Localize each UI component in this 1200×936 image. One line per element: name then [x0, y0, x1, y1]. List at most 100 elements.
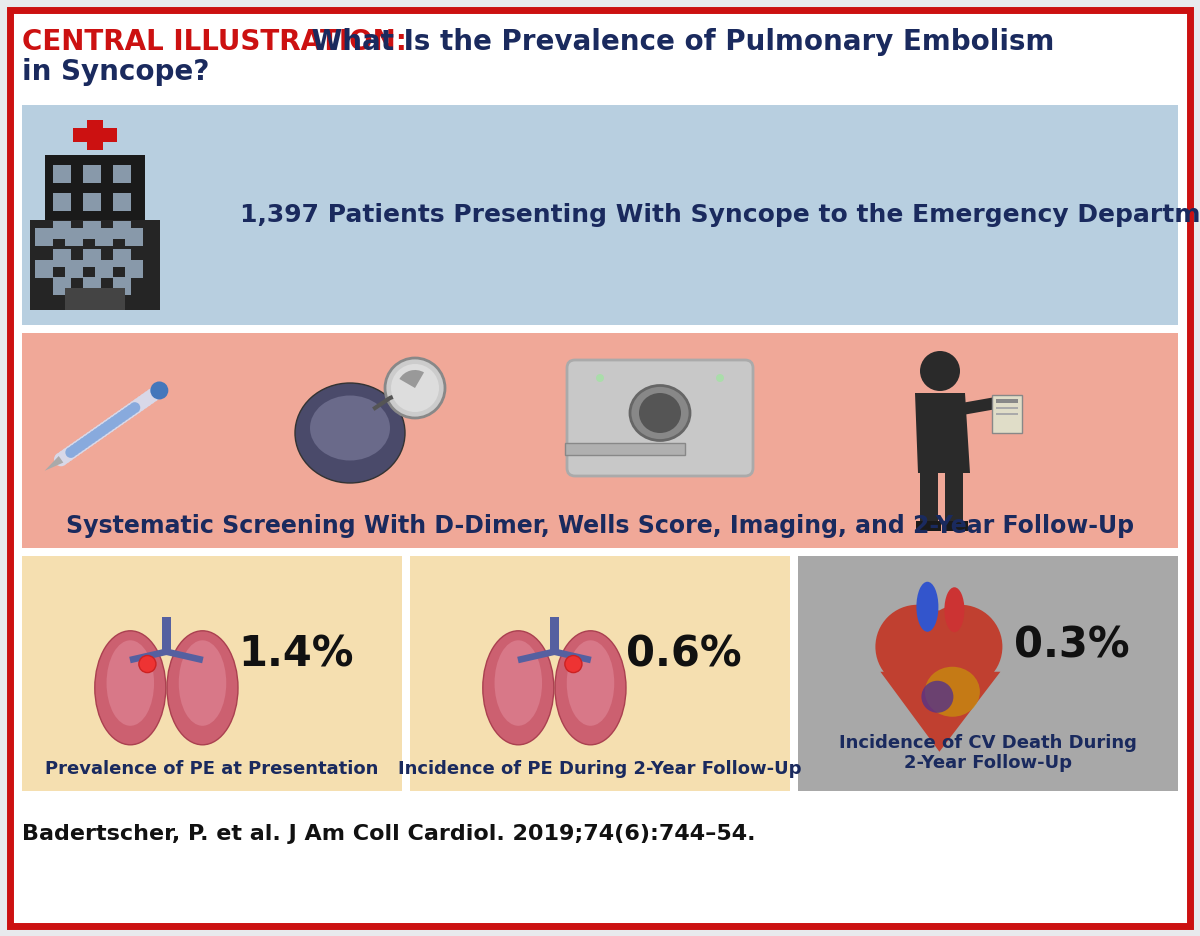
Polygon shape	[881, 672, 1001, 752]
Bar	[83, 249, 101, 267]
Bar	[22, 333, 1178, 548]
Circle shape	[716, 374, 724, 382]
Bar	[53, 221, 71, 239]
Circle shape	[139, 393, 152, 407]
Bar	[961, 396, 1002, 415]
Circle shape	[58, 450, 72, 464]
Circle shape	[112, 412, 126, 426]
Circle shape	[76, 440, 86, 451]
Bar	[125, 260, 143, 278]
Ellipse shape	[95, 631, 166, 745]
Circle shape	[122, 405, 136, 418]
Circle shape	[98, 421, 112, 435]
Ellipse shape	[167, 631, 238, 745]
Circle shape	[139, 655, 156, 673]
Bar	[943, 521, 968, 531]
Ellipse shape	[107, 640, 154, 725]
Circle shape	[152, 384, 167, 398]
Bar	[46, 155, 145, 310]
Bar	[113, 193, 131, 211]
Circle shape	[136, 395, 149, 409]
Circle shape	[84, 431, 98, 445]
Bar	[53, 277, 71, 295]
Circle shape	[68, 445, 79, 456]
Circle shape	[876, 605, 960, 689]
Text: What Is the Prevalence of Pulmonary Embolism: What Is the Prevalence of Pulmonary Embo…	[302, 28, 1055, 56]
Circle shape	[104, 417, 119, 431]
Circle shape	[391, 364, 439, 412]
Ellipse shape	[554, 631, 626, 745]
Bar	[22, 556, 402, 791]
Ellipse shape	[494, 640, 542, 725]
Ellipse shape	[310, 396, 390, 461]
Circle shape	[82, 433, 95, 447]
Circle shape	[61, 447, 74, 461]
Polygon shape	[916, 393, 970, 473]
Bar	[35, 260, 53, 278]
Bar	[916, 521, 941, 531]
Bar	[35, 228, 53, 246]
Circle shape	[122, 407, 133, 417]
Bar	[83, 277, 101, 295]
Text: Prevalence of PE at Presentation: Prevalence of PE at Presentation	[46, 760, 379, 778]
Text: Incidence of PE During 2-Year Follow-Up: Incidence of PE During 2-Year Follow-Up	[398, 760, 802, 778]
Bar	[73, 128, 118, 142]
Bar	[88, 120, 103, 150]
FancyBboxPatch shape	[568, 360, 754, 476]
Circle shape	[91, 426, 106, 440]
Bar	[95, 228, 113, 246]
Ellipse shape	[179, 640, 227, 725]
Bar	[996, 399, 1018, 403]
Circle shape	[149, 386, 163, 400]
Circle shape	[102, 421, 113, 432]
Bar	[992, 395, 1022, 433]
Text: Incidence of CV Death During
2-Year Follow-Up: Incidence of CV Death During 2-Year Foll…	[839, 734, 1136, 772]
Bar	[95, 260, 113, 278]
Wedge shape	[400, 370, 424, 388]
Circle shape	[113, 414, 124, 425]
Circle shape	[142, 390, 156, 404]
Circle shape	[385, 358, 445, 418]
Bar	[53, 165, 71, 183]
Circle shape	[64, 446, 78, 460]
Bar	[162, 617, 172, 654]
Bar	[53, 193, 71, 211]
Bar	[83, 221, 101, 239]
Bar	[65, 260, 83, 278]
Bar	[996, 407, 1018, 409]
Ellipse shape	[566, 640, 614, 725]
Circle shape	[82, 435, 94, 446]
Circle shape	[108, 415, 122, 429]
Bar	[83, 165, 101, 183]
Circle shape	[92, 428, 103, 439]
Text: CENTRAL ILLUSTRATION:: CENTRAL ILLUSTRATION:	[22, 28, 407, 56]
Circle shape	[145, 388, 160, 402]
Text: 1.4%: 1.4%	[238, 634, 353, 676]
Circle shape	[565, 655, 582, 673]
Circle shape	[65, 446, 77, 458]
Circle shape	[88, 429, 102, 443]
Bar	[113, 165, 131, 183]
Bar	[996, 413, 1018, 415]
Circle shape	[54, 452, 68, 466]
Circle shape	[150, 382, 168, 400]
Circle shape	[95, 424, 109, 438]
Circle shape	[920, 351, 960, 391]
Circle shape	[79, 437, 90, 448]
Bar	[550, 617, 559, 654]
Circle shape	[115, 412, 127, 422]
Polygon shape	[44, 456, 64, 471]
Circle shape	[96, 426, 107, 437]
Circle shape	[126, 404, 137, 416]
Bar	[53, 249, 71, 267]
Circle shape	[119, 407, 132, 421]
Circle shape	[128, 400, 143, 414]
Circle shape	[102, 419, 115, 433]
Ellipse shape	[917, 582, 938, 632]
Ellipse shape	[482, 631, 553, 745]
Circle shape	[78, 435, 91, 449]
Circle shape	[85, 432, 96, 444]
Circle shape	[67, 443, 82, 457]
Text: Systematic Screening With D-Dimer, Wells Score, Imaging, and 2-Year Follow-Up: Systematic Screening With D-Dimer, Wells…	[66, 514, 1134, 538]
Bar	[565, 443, 685, 455]
